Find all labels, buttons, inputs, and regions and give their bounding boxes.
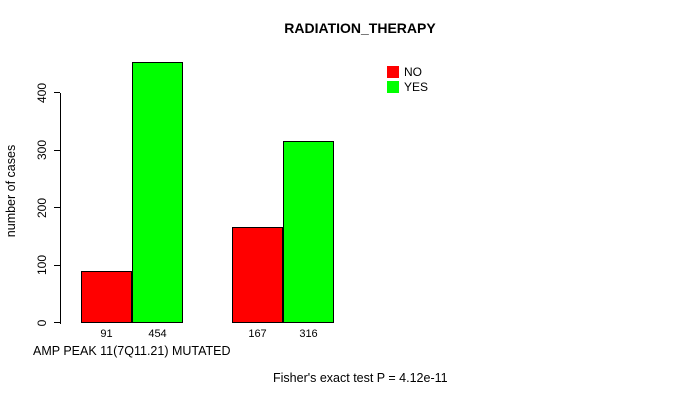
bar-yes-group2 (283, 140, 334, 323)
bar-value-label: 316 (299, 327, 318, 340)
legend-label-no: NO (404, 65, 422, 79)
y-tick-label: 0 (35, 319, 49, 326)
legend-swatch-yes-icon (387, 81, 399, 93)
y-axis-tick (54, 149, 60, 151)
legend-label-yes: YES (404, 80, 429, 94)
y-axis-tick (54, 322, 60, 323)
legend-item-yes: YES (387, 80, 428, 94)
y-tick-label: 400 (35, 82, 49, 103)
bar-no-group2 (232, 226, 283, 323)
y-tick-label: 100 (35, 254, 49, 276)
y-axis-line (60, 92, 61, 324)
y-axis-tick (54, 264, 60, 266)
x-axis-label: AMP PEAK 11(7Q11.21) MUTATED (33, 344, 231, 358)
legend-item-no: NO (387, 65, 428, 79)
bar-value-label: 91 (100, 327, 113, 340)
bar-yes-group1 (132, 61, 183, 323)
chart-title: RADIATION_THERAPY (284, 20, 436, 36)
bar-value-label: 454 (148, 327, 167, 340)
y-axis-tick (54, 207, 60, 208)
y-tick-label: 200 (35, 197, 49, 218)
legend-swatch-no-icon (387, 66, 399, 78)
y-tick-label: 300 (35, 139, 49, 161)
y-axis-tick (54, 92, 60, 93)
legend: NO YES (387, 65, 428, 95)
fisher-test-annotation: Fisher's exact test P = 4.12e-11 (273, 371, 448, 385)
bar-no-group1 (81, 270, 132, 323)
bar-value-label: 167 (248, 327, 267, 340)
